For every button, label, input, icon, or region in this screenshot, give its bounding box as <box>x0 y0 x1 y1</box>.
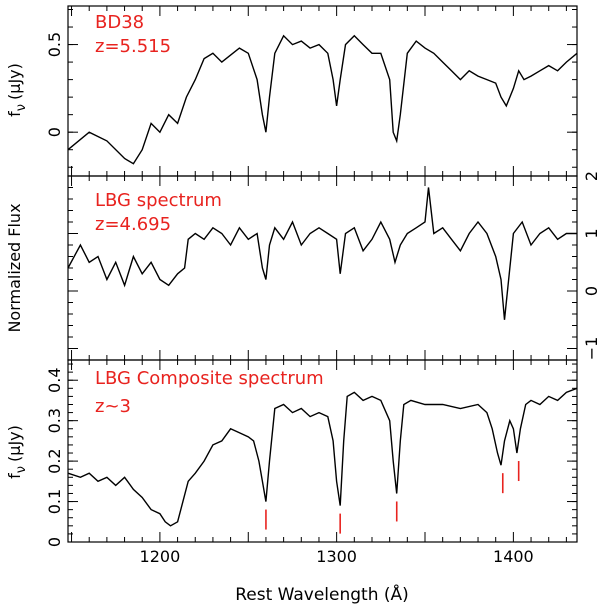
x-axis-label: Rest Wavelength (Å) <box>235 583 409 605</box>
panel-top-frame <box>67 5 578 177</box>
panel-bottom-ylabel-f: f <box>5 473 24 479</box>
panel-middle-series-line <box>67 187 577 320</box>
panel-bottom-label-redshift: z~3 <box>95 396 131 417</box>
x-tick-label: 1400 <box>493 547 534 566</box>
panel-top: 00.5 BD38 z=5.515 fν(μJy) <box>5 5 578 177</box>
panel-bottom-ytick-label: 0 <box>45 537 64 547</box>
panel-top-ylabel-nu: ν <box>14 104 29 111</box>
panel-middle-ylabel: Normalized Flux <box>5 203 24 332</box>
panel-top-ylabel-unit: (μJy) <box>5 63 24 100</box>
panel-middle-ytick-label: 0 <box>582 286 601 296</box>
panel-bottom-ytick-label: 0.4 <box>45 367 64 392</box>
panel-bottom-ylabel-nu: ν <box>14 466 29 473</box>
panel-top-ylabel: fν (μJy) <box>5 63 29 117</box>
panel-middle-label-redshift: z=4.695 <box>95 214 171 235</box>
panel-bottom-frame <box>67 359 578 543</box>
panel-bottom-ytick-label: 0.2 <box>45 448 64 473</box>
panel-middle: −1 0 1 2 LBG spectrum z=4.695 Normalized Fl… <box>5 171 601 361</box>
panel-top-ytick-label: 0 <box>45 127 64 137</box>
panel-top-ylabel-f: f <box>5 111 24 117</box>
x-tick-label: 1200 <box>140 547 181 566</box>
panel-bottom: 0 0.1 0.2 0.3 0.4 1200 1300 1400 LBG Composite … <box>5 359 578 605</box>
panel-bottom-ticks: 0 0.1 0.2 0.3 0.4 1200 1300 1400 <box>45 360 577 566</box>
panel-bottom-label-name: LBG Composite spectrum <box>95 368 324 389</box>
panel-bottom-ylabel: fν (μJy) <box>5 425 29 479</box>
panel-middle-ytick-label: 1 <box>582 228 601 238</box>
panel-top-label-redshift: z=5.515 <box>95 36 171 57</box>
panel-top-label-name: BD38 <box>95 12 144 33</box>
panel-top-ticks: 00.5 <box>45 6 577 176</box>
panel-bottom-ytick-label: 0.1 <box>45 489 64 514</box>
panel-top-ytick-label: 0.5 <box>45 32 64 57</box>
svg-text:fν(μJy): fν (μJy) <box>5 425 29 479</box>
panel-middle-ytick-label: 2 <box>582 171 601 181</box>
svg-text:fν(μJy): fν (μJy) <box>5 63 29 117</box>
panel-top-series-line <box>67 34 578 165</box>
panel-middle-label-name: LBG spectrum <box>95 190 222 211</box>
absorption-line-markers <box>265 461 520 534</box>
panel-middle-ytick-label: −1 <box>582 337 601 361</box>
panel-bottom-ytick-label: 0.3 <box>45 408 64 433</box>
x-tick-label: 1300 <box>316 547 357 566</box>
panel-bottom-ylabel-unit: (μJy) <box>5 425 24 462</box>
panel-bottom-series-line <box>67 387 578 527</box>
